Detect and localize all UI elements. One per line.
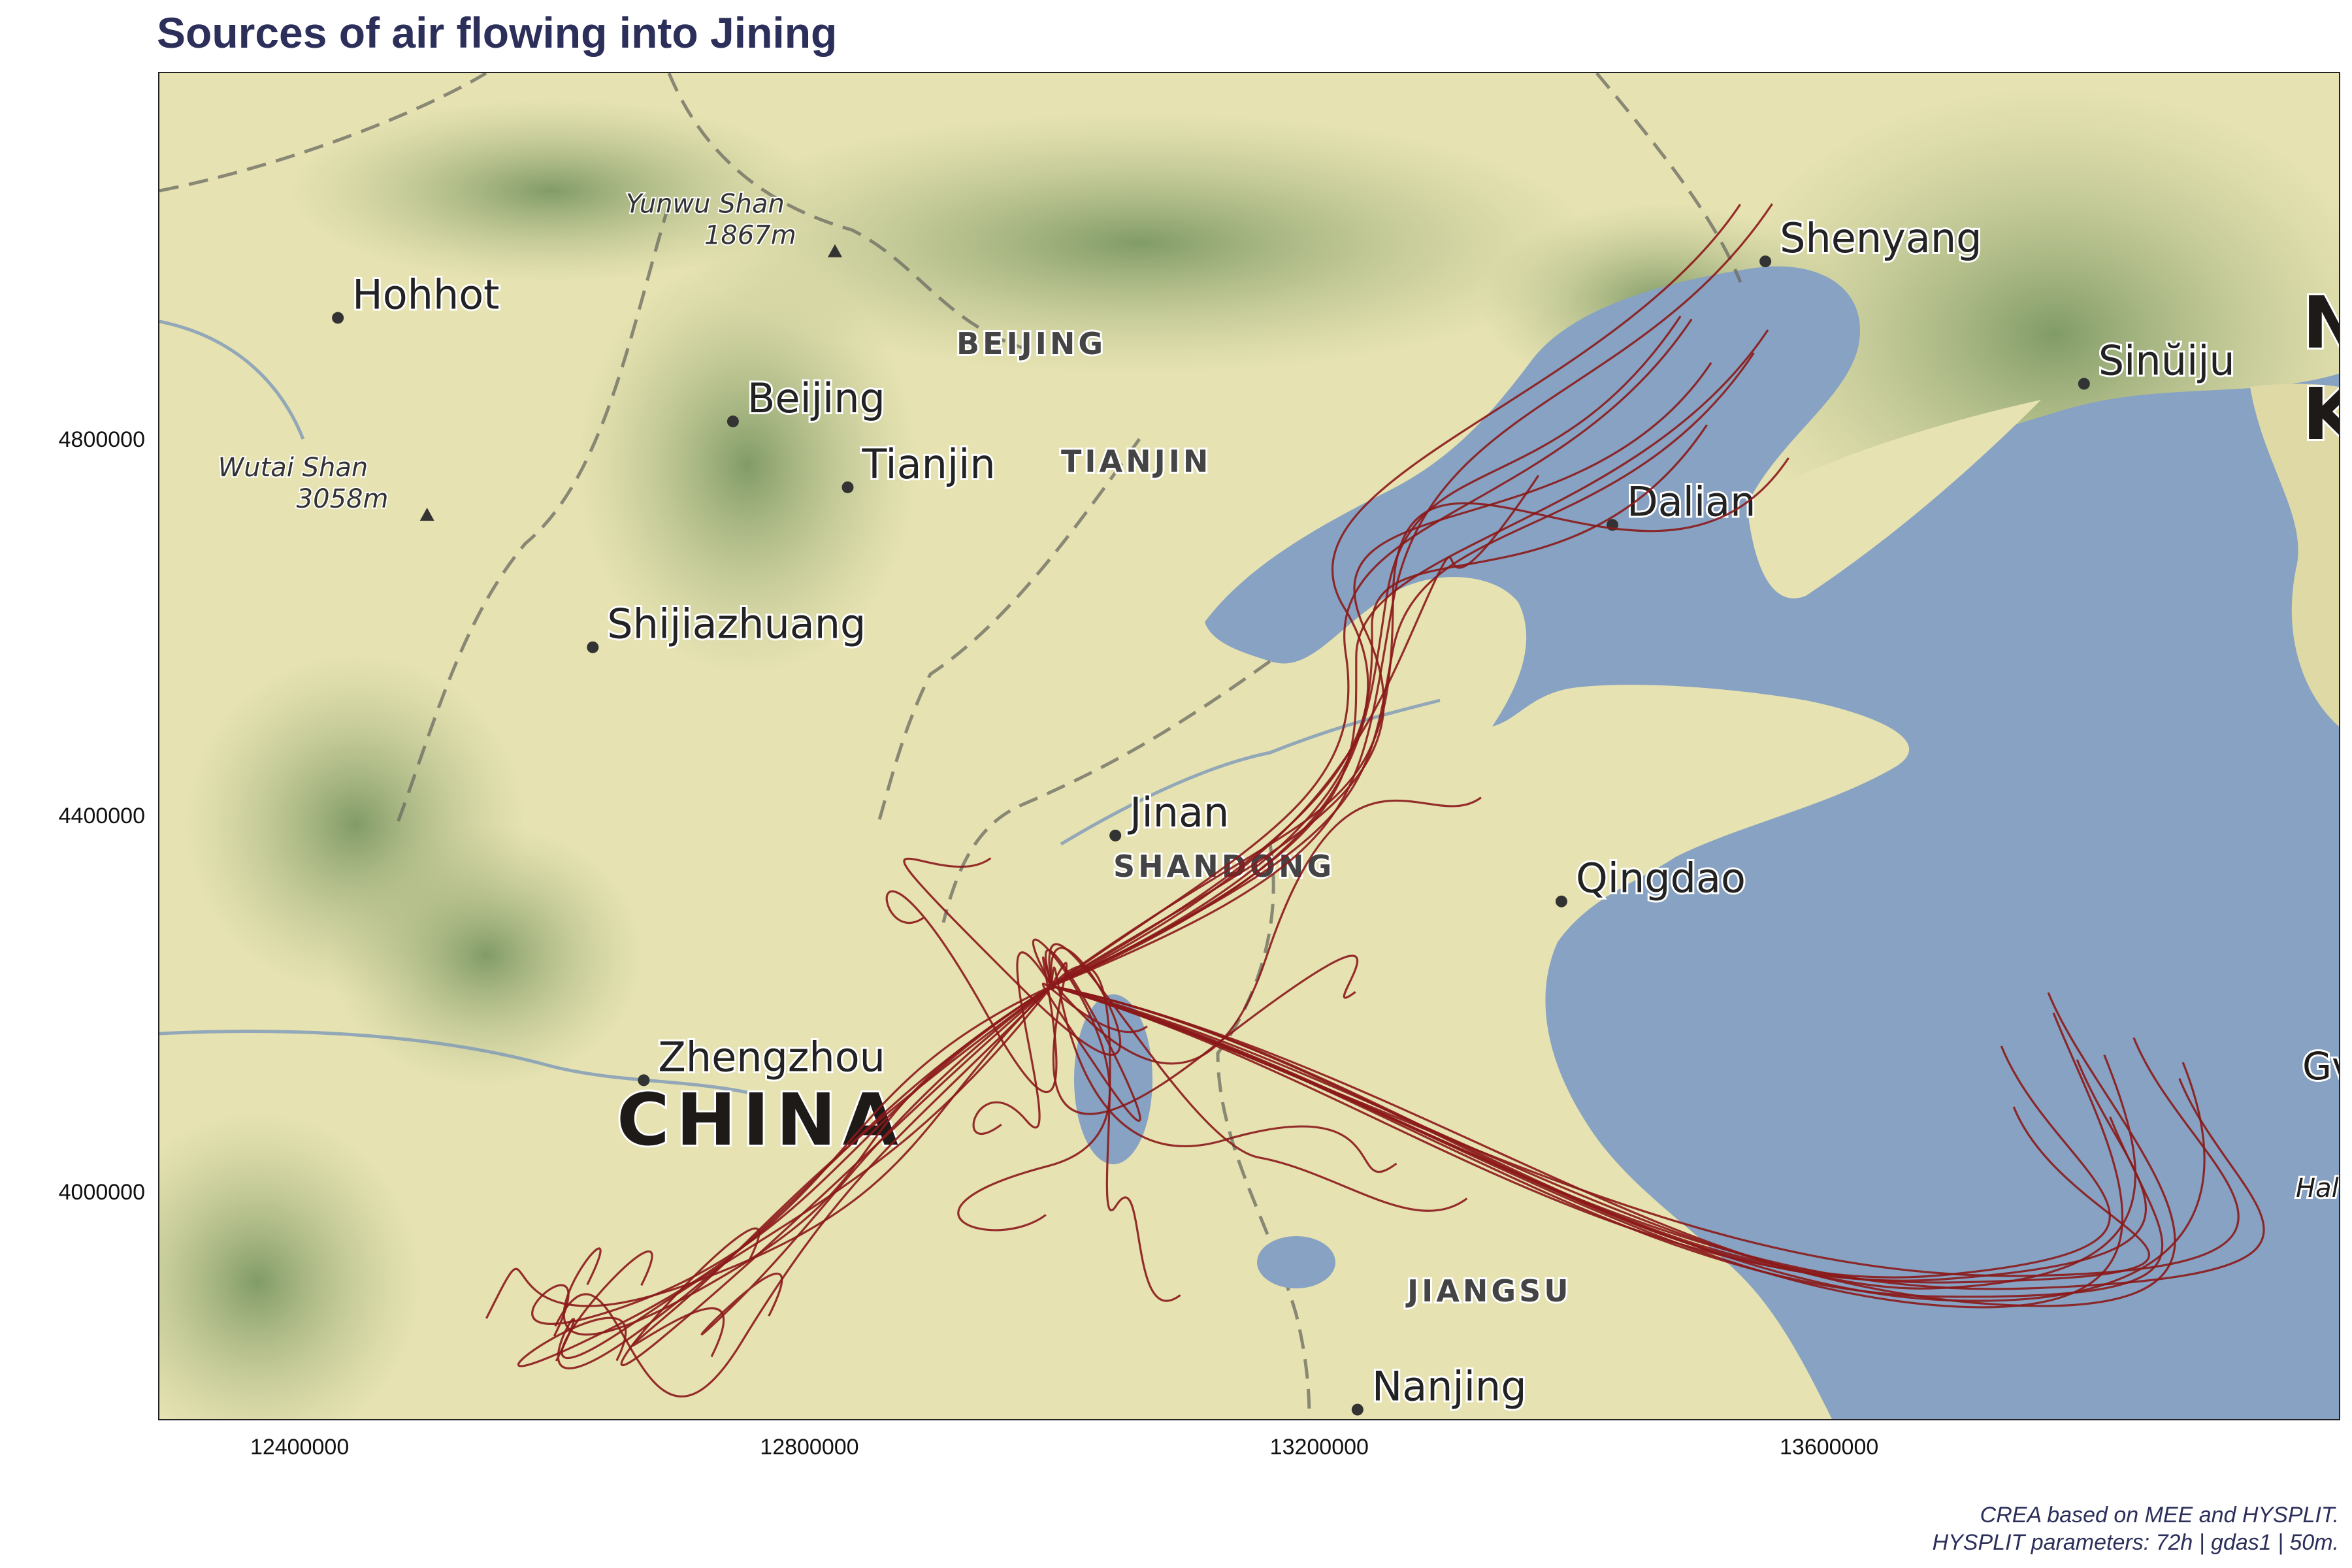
x-tick-label: 13600000 <box>1780 1435 1879 1460</box>
trajectory-line <box>1051 329 1769 987</box>
city-marker <box>587 641 599 653</box>
city-label: Beijing <box>747 374 885 422</box>
caption-source: CREA based on MEE and HYSPLIT. <box>1980 1503 2339 1527</box>
trajectory-line <box>1051 985 2164 1298</box>
trajectory-line <box>517 985 1053 1367</box>
peak-name: Wutai Shan <box>218 453 368 483</box>
region-label: JIANGSU <box>1405 1273 1572 1309</box>
trajectory-line <box>620 985 1053 1366</box>
trajectory-line <box>1051 965 1181 1302</box>
x-tick-label: 12800000 <box>760 1435 859 1460</box>
city-layer: Shenyang Hohhot Sinŭiju Beijing Tianjin Dalia… <box>332 212 2237 1416</box>
city-label: Qingdao <box>1576 855 1746 902</box>
trajectory-line <box>1041 949 1148 1122</box>
edge-label: N <box>2302 281 2339 365</box>
trajectory-line <box>1051 985 2176 1307</box>
city-marker <box>332 312 344 324</box>
trajectory-line <box>561 985 1053 1360</box>
peak-icon <box>827 244 842 257</box>
trajectory-layer[interactable] <box>485 203 2265 1397</box>
city-marker <box>727 416 739 428</box>
trajectory-line <box>1051 362 1712 987</box>
city-label: Zhengzhou <box>658 1033 885 1081</box>
peak-elevation: 3058m <box>297 484 389 514</box>
trajectory-line <box>631 985 1053 1358</box>
y-tick-label: 4400000 <box>58 804 145 829</box>
trajectory-line <box>1051 318 1693 987</box>
y-tick-label: 4800000 <box>58 427 145 452</box>
trajectory-line <box>1051 985 2111 1279</box>
edge-label: Gv <box>2302 1044 2339 1088</box>
region-label: TIANJIN <box>1061 444 1211 479</box>
trajectory-line <box>531 985 1053 1337</box>
city-label: Nanjing <box>1372 1363 1527 1411</box>
x-tick-label: 12400000 <box>250 1435 350 1460</box>
city-marker <box>1555 895 1567 907</box>
city-label: Dalian <box>1627 478 1756 525</box>
trajectory-line <box>1048 943 1468 1212</box>
origin-marker <box>1047 982 1056 990</box>
region-label: BEIJING <box>956 326 1106 361</box>
trajectory-line <box>957 938 1111 1232</box>
peak-elevation: 1867m <box>704 221 796 251</box>
city-label: Tianjin <box>861 440 995 488</box>
edge-label: Hal <box>2296 1173 2339 1203</box>
city-label: Jinan <box>1127 789 1229 836</box>
city-marker <box>1759 255 1772 268</box>
peak-icon <box>419 508 434 521</box>
edge-label: K <box>2302 372 2339 456</box>
trajectory-line <box>1051 966 1397 1173</box>
country-label: CHINA <box>617 1078 905 1162</box>
map-panel[interactable]: Yunwu Shan 1867m Wutai Shan 3058m Shenyang H… <box>158 72 2340 1420</box>
trajectory-line <box>1051 352 1755 987</box>
city-marker <box>1351 1403 1364 1416</box>
city-label: Hohhot <box>352 271 499 319</box>
trajectory-line <box>903 857 1122 1056</box>
city-label: Shenyang <box>1780 214 1982 262</box>
city-label: Sinŭiju <box>2099 336 2235 384</box>
caption-params: HYSPLIT parameters: 72h | gdas1 | 50m. <box>1932 1530 2339 1555</box>
city-marker <box>841 481 854 493</box>
city-marker <box>1109 829 1122 841</box>
page-title: Sources of air flowing into Jining <box>157 8 838 57</box>
rivers <box>159 319 1441 1094</box>
hongze-lake <box>1257 1236 1335 1288</box>
trajectory-line <box>1051 955 1359 1115</box>
weishan-lake <box>1074 994 1152 1164</box>
city-label: Shijiazhuang <box>607 600 866 648</box>
trajectory-line <box>1051 203 1741 987</box>
trajectory-line <box>1051 985 2151 1284</box>
peak-name: Yunwu Shan <box>626 189 785 220</box>
terrain-shading <box>159 86 2339 1419</box>
trajectory-line <box>700 985 1053 1335</box>
trajectory-line <box>1051 474 1540 987</box>
x-tick-label: 13200000 <box>1269 1435 1369 1460</box>
city-marker <box>638 1074 650 1086</box>
liaodong-peninsula <box>1747 400 2041 598</box>
korea-coast <box>2250 384 2339 727</box>
y-tick-label: 4000000 <box>58 1180 145 1205</box>
province-borders <box>159 73 1742 1419</box>
trajectory-line <box>1051 424 1708 987</box>
trajectory-line <box>972 951 1053 1135</box>
region-layer: BEIJINGTIANJINSHANDONGJIANGSUNKGvHal <box>955 279 2339 1311</box>
city-marker <box>2078 378 2090 390</box>
trajectory-line <box>1051 985 2240 1277</box>
